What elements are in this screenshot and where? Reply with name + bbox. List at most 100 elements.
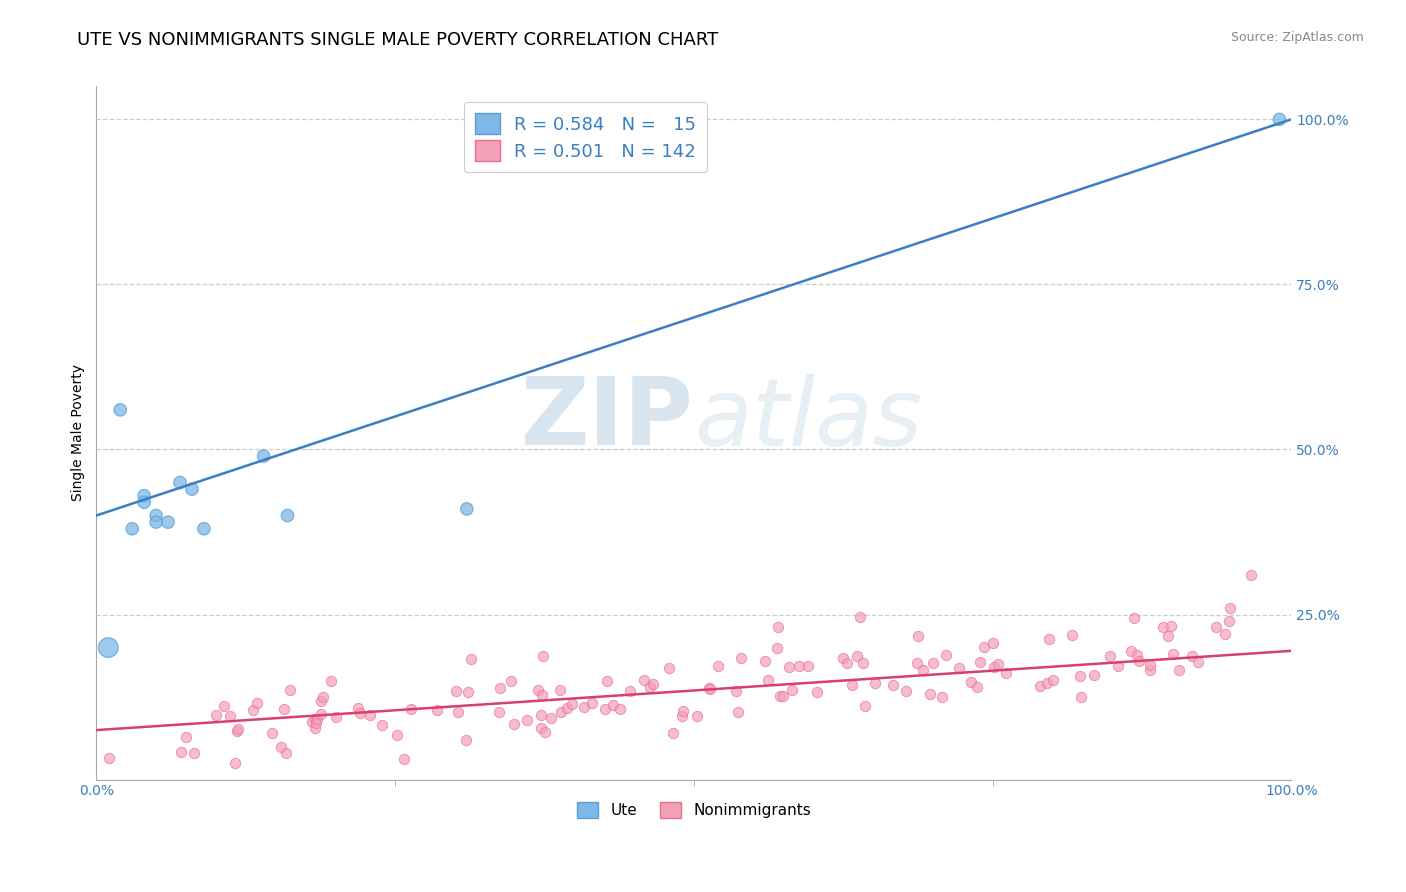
Point xyxy=(1181,648,1204,663)
Point xyxy=(97,640,120,655)
Point xyxy=(309,694,332,708)
Point xyxy=(253,449,276,463)
Point xyxy=(768,620,790,634)
Point xyxy=(530,688,553,702)
Point xyxy=(973,640,995,655)
Point xyxy=(176,730,198,744)
Point xyxy=(780,682,803,697)
Point xyxy=(1268,112,1291,127)
Point xyxy=(969,656,991,670)
Point xyxy=(778,659,800,673)
Point xyxy=(846,648,869,663)
Point xyxy=(460,651,482,665)
Point xyxy=(169,475,191,490)
Point xyxy=(321,674,343,689)
Y-axis label: Single Male Poverty: Single Male Poverty xyxy=(72,365,86,501)
Point xyxy=(205,707,228,722)
Point xyxy=(426,703,449,717)
Point xyxy=(724,684,747,698)
Point xyxy=(574,699,596,714)
Point xyxy=(797,659,820,673)
Point xyxy=(948,660,970,674)
Point xyxy=(385,728,408,742)
Text: UTE VS NONIMMIGRANTS SINGLE MALE POVERTY CORRELATION CHART: UTE VS NONIMMIGRANTS SINGLE MALE POVERTY… xyxy=(77,31,718,49)
Point xyxy=(1070,690,1092,705)
Point xyxy=(349,706,371,720)
Point xyxy=(852,656,875,670)
Point xyxy=(456,733,478,747)
Point xyxy=(193,522,215,536)
Point xyxy=(1215,627,1237,641)
Point xyxy=(312,690,335,704)
Point xyxy=(183,746,205,760)
Point xyxy=(707,659,730,673)
Point xyxy=(1107,658,1129,673)
Point xyxy=(392,752,415,766)
Point xyxy=(1139,663,1161,677)
Point xyxy=(1126,648,1149,662)
Point xyxy=(987,657,1010,671)
Point xyxy=(557,701,579,715)
Point xyxy=(593,702,616,716)
Point xyxy=(849,610,872,624)
Point xyxy=(581,696,603,710)
Point xyxy=(304,712,326,726)
Point xyxy=(274,746,297,760)
Point xyxy=(756,673,779,687)
Point xyxy=(447,705,470,719)
Point xyxy=(444,683,467,698)
Point xyxy=(503,716,526,731)
Point xyxy=(224,756,246,770)
Point xyxy=(1083,668,1105,682)
Point xyxy=(1036,676,1059,690)
Point xyxy=(894,684,917,698)
Point xyxy=(278,682,301,697)
Text: atlas: atlas xyxy=(693,374,922,465)
Point xyxy=(863,676,886,690)
Point xyxy=(1160,619,1182,633)
Point xyxy=(110,403,132,417)
Point xyxy=(661,726,683,740)
Point xyxy=(671,709,693,723)
Point xyxy=(134,495,156,509)
Point xyxy=(550,705,572,719)
Point xyxy=(966,680,988,694)
Point xyxy=(619,684,641,698)
Point xyxy=(305,711,328,725)
Point xyxy=(1163,647,1185,661)
Point xyxy=(1153,620,1175,634)
Point xyxy=(754,654,776,668)
Point xyxy=(277,508,299,523)
Point xyxy=(922,657,945,671)
Point xyxy=(273,701,295,715)
Point xyxy=(1187,655,1209,669)
Point xyxy=(540,710,562,724)
Point xyxy=(516,714,538,728)
Point xyxy=(1042,673,1064,688)
Point xyxy=(905,657,928,671)
Point xyxy=(766,640,789,655)
Point xyxy=(686,709,709,723)
Point xyxy=(529,707,551,722)
Point xyxy=(134,489,156,503)
Point xyxy=(641,677,664,691)
Point xyxy=(1098,649,1121,664)
Point xyxy=(983,660,1005,674)
Point xyxy=(1069,669,1091,683)
Point xyxy=(960,675,983,690)
Point xyxy=(633,673,655,688)
Point xyxy=(1240,568,1263,582)
Point xyxy=(1119,644,1142,658)
Point xyxy=(1123,611,1146,625)
Point xyxy=(98,751,121,765)
Point xyxy=(1139,657,1161,672)
Point xyxy=(1028,679,1050,693)
Point xyxy=(145,508,167,523)
Point xyxy=(1060,627,1083,641)
Point xyxy=(911,663,934,677)
Point xyxy=(226,724,249,739)
Point xyxy=(456,502,478,516)
Point xyxy=(309,707,332,722)
Point xyxy=(1219,601,1241,615)
Point xyxy=(304,721,326,735)
